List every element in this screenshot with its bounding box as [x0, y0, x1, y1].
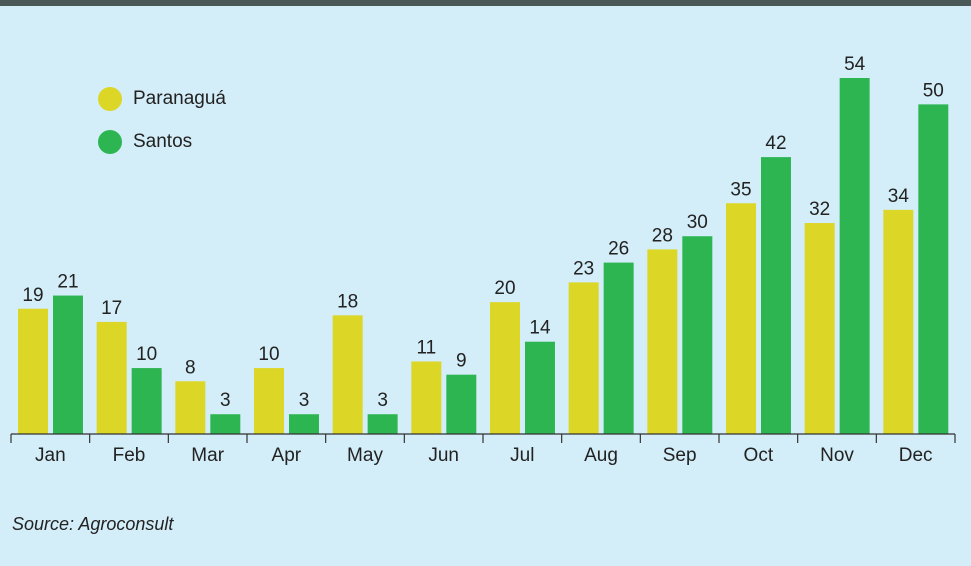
legend-swatch [98, 87, 122, 111]
bar [446, 374, 477, 434]
bar [210, 414, 241, 434]
x-tick-label: Nov [820, 445, 854, 466]
bar [682, 236, 713, 434]
bar [17, 308, 48, 434]
bar [288, 414, 319, 434]
bar [918, 104, 949, 435]
value-label: 10 [258, 344, 279, 365]
value-label: 54 [844, 54, 866, 75]
bar [52, 295, 83, 434]
value-label: 30 [687, 212, 708, 233]
x-tick-label: Aug [584, 445, 618, 466]
bar [603, 262, 634, 434]
x-tick-label: Dec [899, 445, 933, 466]
value-label: 23 [573, 258, 594, 279]
bar [760, 157, 791, 434]
value-label: 3 [220, 390, 231, 411]
value-label: 26 [608, 239, 629, 260]
x-tick-label: Apr [272, 445, 302, 466]
value-label: 50 [923, 80, 944, 101]
value-label: 8 [185, 357, 196, 378]
bar [175, 381, 206, 434]
value-label: 21 [57, 272, 78, 293]
value-label: 3 [377, 390, 388, 411]
x-tick-label: May [347, 445, 383, 466]
bar [253, 368, 284, 434]
x-tick-label: Jun [428, 445, 459, 466]
value-label: 20 [494, 278, 515, 299]
bar [524, 341, 555, 434]
bar [725, 203, 756, 434]
value-label: 9 [456, 351, 467, 372]
value-label: 42 [765, 133, 786, 154]
bar [96, 321, 127, 434]
x-tick-label: Jul [510, 445, 534, 466]
x-tick-label: Jan [35, 445, 66, 466]
value-label: 11 [416, 337, 436, 358]
bar [332, 315, 363, 434]
value-label: 19 [22, 285, 43, 306]
value-label: 32 [809, 199, 830, 220]
value-label: 14 [529, 318, 551, 339]
bar [804, 223, 835, 434]
bar [489, 302, 520, 434]
legend-label: Santos [133, 131, 192, 152]
bar [367, 414, 398, 434]
value-label: 35 [730, 179, 751, 200]
top-bar [0, 0, 971, 6]
value-label: 10 [136, 344, 157, 365]
bar [883, 209, 914, 434]
source: Source: Agroconsult [12, 514, 174, 534]
x-tick-label: Feb [113, 445, 146, 466]
bar [647, 249, 678, 434]
value-label: 28 [652, 225, 673, 246]
bar [839, 78, 870, 434]
legend-swatch [98, 130, 122, 154]
value-label: 34 [888, 186, 910, 207]
x-tick-label: Mar [191, 445, 224, 466]
bar [411, 361, 442, 434]
value-label: 17 [101, 298, 122, 319]
bar [131, 368, 162, 434]
x-tick-label: Sep [663, 445, 697, 466]
legend-label: Paranaguá [133, 88, 226, 109]
value-label: 18 [337, 291, 358, 312]
bar [568, 282, 599, 434]
value-label: 3 [299, 390, 310, 411]
x-tick-label: Oct [744, 445, 774, 466]
